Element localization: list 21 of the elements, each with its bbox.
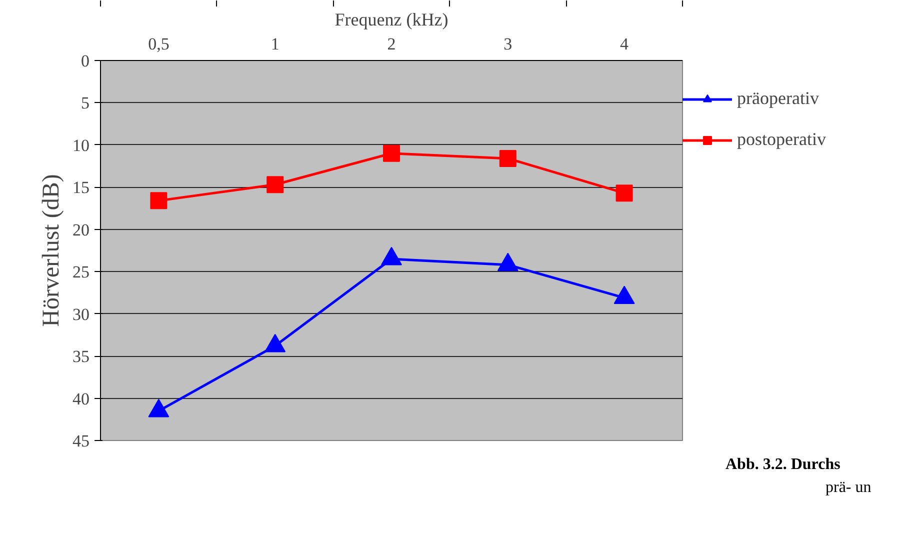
- y-tick-label: 40: [72, 389, 90, 408]
- legend-label: präoperativ: [737, 88, 819, 109]
- x-tick-label: 3: [504, 34, 512, 54]
- y-tick-label: 20: [72, 220, 90, 240]
- y-tick-label: 35: [72, 347, 90, 366]
- y-tick-label: 10: [72, 136, 90, 155]
- y-tick-label: 30: [72, 304, 90, 324]
- x-tick-label: 1: [270, 34, 280, 54]
- y-tick-label: 25: [72, 262, 90, 282]
- x-tick-label: 0,5: [148, 34, 170, 54]
- x-axis-title: Frequenz (kHz): [334, 10, 448, 30]
- y-axis-title: Hörverlust (dB): [38, 174, 64, 327]
- y-tick-label: 5: [81, 94, 90, 113]
- text: prä- un: [826, 479, 872, 496]
- y-tick-label: 15: [72, 178, 90, 198]
- legend-label: postoperativ: [737, 129, 826, 150]
- x-tick-label: 2: [387, 34, 396, 54]
- x-tick-label: 4: [620, 34, 630, 54]
- caption: Abb. 3.2. Durchs: [726, 456, 840, 473]
- y-tick-label: 45: [72, 432, 90, 450]
- y-tick-label: 0: [81, 52, 90, 70]
